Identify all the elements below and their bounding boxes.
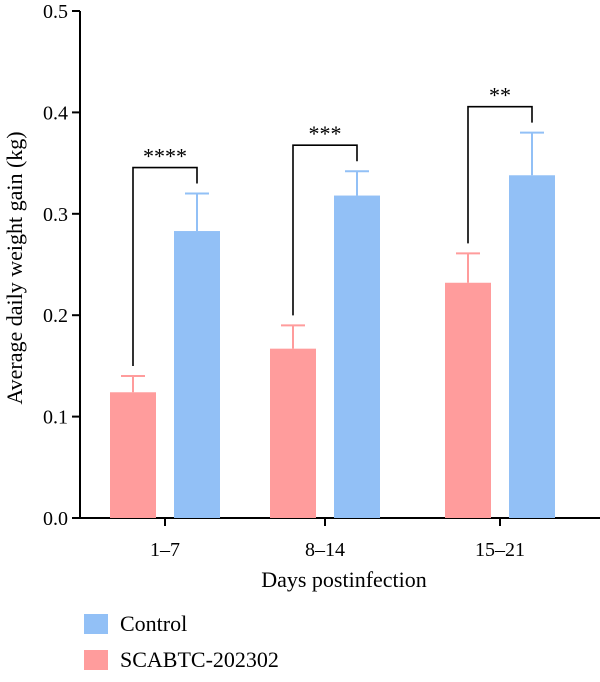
bar	[509, 175, 555, 518]
plot-area: 0.0 0.1 0.2 0.3 0.4 0.5 1–7 **** 8–14 *** 15–21 **	[43, 1, 600, 561]
legend-label: SCABTC-202302	[120, 647, 279, 672]
y-tick-label: 0.3	[43, 204, 68, 226]
x-tick-label: 1–7	[150, 539, 180, 561]
significance-bracket	[467, 105, 533, 244]
bar	[174, 231, 220, 518]
y-tick-label: 0.1	[43, 407, 68, 429]
y-tick-label: 0.0	[43, 508, 68, 530]
x-tick-label: 15–21	[475, 539, 525, 561]
bar	[334, 195, 380, 518]
significance-label: ***	[309, 121, 342, 146]
y-tick-label: 0.2	[43, 305, 68, 327]
x-axis-label: Days postinfection	[261, 567, 427, 592]
significance-bracket	[132, 166, 198, 367]
bar	[270, 348, 316, 518]
significance-label: ****	[143, 144, 187, 169]
bar	[110, 392, 156, 518]
legend-label: Control	[120, 611, 187, 636]
y-axis-label: Average daily weight gain (kg)	[2, 131, 27, 404]
y-tick-label: 0.4	[43, 102, 68, 124]
legend: Control SCABTC-202302	[84, 611, 279, 672]
x-tick-label: 8–14	[305, 539, 345, 561]
legend-swatch	[84, 614, 108, 634]
bar	[445, 282, 491, 518]
y-tick-label: 0.5	[43, 1, 68, 23]
significance-bracket	[292, 144, 358, 316]
significance-label: **	[489, 83, 511, 108]
legend-swatch	[84, 650, 108, 670]
